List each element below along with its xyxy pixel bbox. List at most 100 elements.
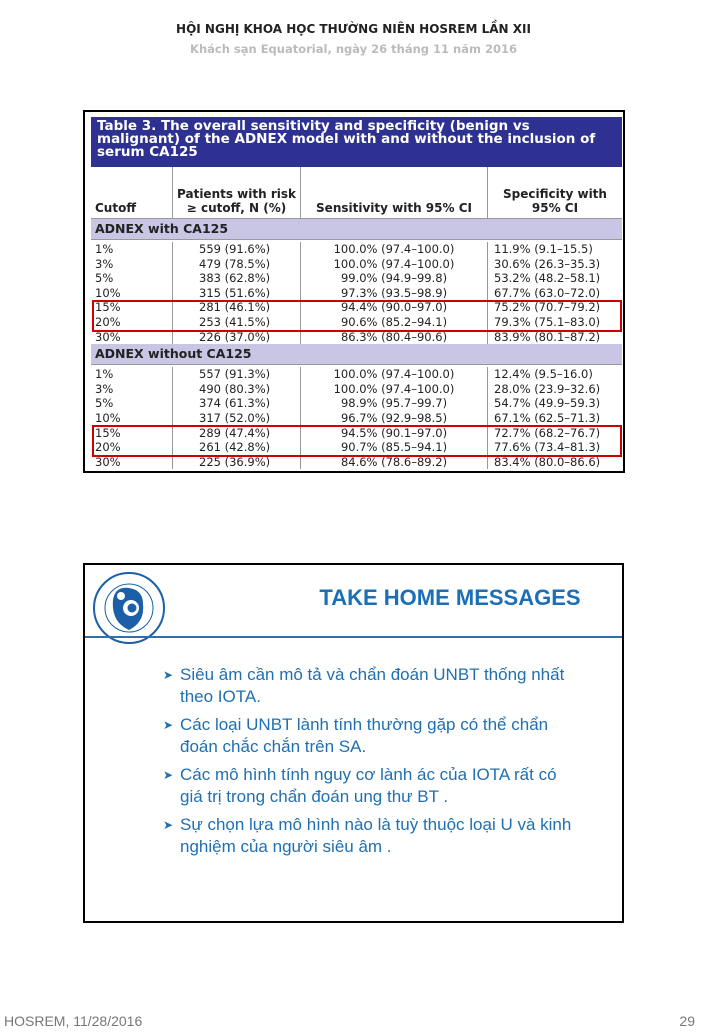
section-header: ADNEX with CA125: [91, 219, 622, 240]
table-cell: 15%: [91, 425, 173, 441]
table-cell: 83.9% (80.1–87.2): [494, 329, 601, 344]
table-row: 20% 253 (41.5%) 90.6% (85.2–94.1) 79.3% (75…: [91, 314, 622, 330]
col-specificity: Specificity with 95% CI: [503, 187, 607, 215]
table-cell: 225 (36.9%): [173, 454, 301, 470]
table-row: 10% 317 (52.0%) 96.7% (92.9–98.5) 67.1% (62…: [91, 410, 622, 426]
highlight-box: [92, 299, 622, 332]
col-patients: Patients with risk ≥ cutoff, N (%): [173, 167, 301, 218]
arrow-bullet-icon: ➤: [163, 768, 174, 782]
table-row: 3% 490 (80.3%) 100.0% (97.4–100.0) 28.0% (2…: [91, 381, 622, 397]
slide-table: Table 3. The overall sensitivity and spe…: [83, 110, 625, 473]
table-row: 1% 559 (91.6%) 100.0% (97.4–100.0) 11.9% (9…: [91, 242, 622, 257]
highlight-box: [92, 425, 622, 458]
footer-date: HOSREM, 11/28/2016: [4, 1013, 143, 1029]
page-number: 29: [679, 1013, 695, 1029]
table-cell: 90.6% (85.2–94.1): [301, 314, 488, 330]
table-cell: 67.1% (62.5–71.3): [494, 410, 601, 425]
table-cell: 96.7% (92.9–98.5): [301, 410, 488, 426]
table-cell: 374 (61.3%): [173, 396, 301, 411]
table-cell: 100.0% (97.4–100.0): [301, 367, 488, 382]
table-cell: 559 (91.6%): [173, 242, 301, 257]
table-cell: 479 (78.5%): [173, 256, 301, 272]
bullet-text: Các loại UNBT lành tính thường gặp có th…: [180, 715, 549, 756]
table-row: 20% 261 (42.8%) 90.7% (85.5–94.1) 77.6% (73…: [91, 440, 622, 455]
table-cell: 383 (62.8%): [173, 271, 301, 286]
table-row: 5% 383 (62.8%) 99.0% (94.9–99.8) 53.2% (48.…: [91, 271, 622, 286]
table-cell: 67.7% (63.0–72.0): [494, 285, 601, 300]
table-cell: 12.4% (9.5–16.0): [494, 367, 593, 382]
arrow-bullet-icon: ➤: [163, 818, 174, 832]
table-row: 5% 374 (61.3%) 98.9% (95.7–99.7) 54.7% (49.…: [91, 396, 622, 411]
title-divider: [85, 636, 622, 638]
table-cell: 261 (42.8%): [173, 440, 301, 455]
slide-take-home: TAKE HOME MESSAGES ➤ Siêu âm cần mô tả và…: [83, 563, 624, 923]
table-title: Table 3. The overall sensitivity and spe…: [91, 117, 622, 167]
table-cell: 3%: [91, 381, 173, 397]
table-cell: 10%: [91, 410, 173, 426]
table-cell: 94.4% (90.0–97.0): [301, 300, 488, 315]
table-cell: 97.3% (93.5–98.9): [301, 285, 488, 301]
table-row: 15% 281 (46.1%) 94.4% (90.0–97.0) 75.2% (70…: [91, 300, 622, 315]
table-row: 10% 315 (51.6%) 97.3% (93.5–98.9) 67.7% (63…: [91, 285, 622, 301]
table-cell: 20%: [91, 440, 173, 455]
bullet-item: ➤ Sự chọn lựa mô hình nào là tuỳ thuộc lo…: [163, 814, 583, 858]
table-row: 1% 557 (91.3%) 100.0% (97.4–100.0) 12.4% (9…: [91, 367, 622, 382]
slide-title: TAKE HOME MESSAGES: [319, 585, 581, 610]
table-cell: 72.7% (68.2–76.7): [494, 425, 601, 440]
results-table: Table 3. The overall sensitivity and spe…: [91, 117, 622, 470]
arrow-bullet-icon: ➤: [163, 718, 174, 732]
table-cell: 77.6% (73.4–81.3): [494, 440, 601, 455]
table-cell: 79.3% (75.1–83.0): [494, 314, 601, 329]
table-header: Cutoff Patients with risk ≥ cutoff, N (%…: [91, 167, 622, 219]
bullet-text: Sự chọn lựa mô hình nào là tuỳ thuộc loạ…: [180, 815, 572, 856]
table-cell: 99.0% (94.9–99.8): [301, 271, 488, 286]
table-cell: 94.5% (90.1–97.0): [301, 425, 488, 441]
table-row: 30% 226 (37.0%) 86.3% (80.4–90.6) 83.9% (80…: [91, 329, 622, 345]
table-cell: 490 (80.3%): [173, 381, 301, 397]
table-cell: 30%: [91, 454, 173, 470]
table-cell: 1%: [91, 367, 173, 382]
table-cell: 315 (51.6%): [173, 285, 301, 301]
table-cell: 100.0% (97.4–100.0): [301, 381, 488, 397]
hospital-logo: [93, 572, 165, 644]
col-sensitivity: Sensitivity with 95% CI: [301, 167, 488, 218]
table-cell: 281 (46.1%): [173, 300, 301, 315]
conference-title: HỘI NGHỊ KHOA HỌC THƯỜNG NIÊN HOSREM LẦN…: [176, 22, 531, 36]
table-cell: 100.0% (97.4–100.0): [301, 256, 488, 272]
table-cell: 100.0% (97.4–100.0): [301, 242, 488, 257]
bullet-text: Các mô hình tính nguy cơ lành ác của IOT…: [180, 765, 557, 806]
table-cell: 98.9% (95.7–99.7): [301, 396, 488, 411]
table-cell: 289 (47.4%): [173, 425, 301, 441]
bullet-text: Siêu âm cần mô tả và chẩn đoán UNBT thốn…: [180, 665, 565, 706]
table-cell: 15%: [91, 300, 173, 315]
table-cell: 557 (91.3%): [173, 367, 301, 382]
bullet-item: ➤ Siêu âm cần mô tả và chẩn đoán UNBT thố…: [163, 664, 583, 708]
table-row: 3% 479 (78.5%) 100.0% (97.4–100.0) 30.6% (2…: [91, 256, 622, 272]
table-cell: 54.7% (49.9–59.3): [494, 396, 601, 411]
table-row: 30% 225 (36.9%) 84.6% (78.6–89.2) 83.4% (80…: [91, 454, 622, 470]
bullet-list: ➤ Siêu âm cần mô tả và chẩn đoán UNBT thố…: [163, 664, 583, 864]
table-cell: 28.0% (23.9–32.6): [494, 381, 601, 396]
table-cell: 253 (41.5%): [173, 314, 301, 330]
table-cell: 5%: [91, 396, 173, 411]
table-cell: 90.7% (85.5–94.1): [301, 440, 488, 455]
table-cell: 83.4% (80.0–86.6): [494, 454, 601, 469]
table-cell: 10%: [91, 285, 173, 301]
table-cell: 30.6% (26.3–35.3): [494, 256, 601, 271]
table-cell: 226 (37.0%): [173, 329, 301, 345]
table-cell: 317 (52.0%): [173, 410, 301, 426]
col-cutoff: Cutoff: [91, 167, 173, 218]
arrow-bullet-icon: ➤: [163, 668, 174, 682]
bullet-item: ➤ Các mô hình tính nguy cơ lành ác của IO…: [163, 764, 583, 808]
table-cell: 86.3% (80.4–90.6): [301, 329, 488, 345]
section-header: ADNEX without CA125: [91, 344, 622, 366]
table-row: 15% 289 (47.4%) 94.5% (90.1–97.0) 72.7% (68…: [91, 425, 622, 441]
table-cell: 75.2% (70.7–79.2): [494, 300, 601, 315]
table-cell: 53.2% (48.2–58.1): [494, 271, 601, 286]
table-cell: 11.9% (9.1–15.5): [494, 242, 593, 256]
bullet-item: ➤ Các loại UNBT lành tính thường gặp có t…: [163, 714, 583, 758]
conference-subtitle: Khách sạn Equatorial, ngày 26 tháng 11 n…: [190, 42, 517, 56]
table-cell: 1%: [91, 242, 173, 257]
table-cell: 20%: [91, 314, 173, 330]
table-cell: 3%: [91, 256, 173, 272]
